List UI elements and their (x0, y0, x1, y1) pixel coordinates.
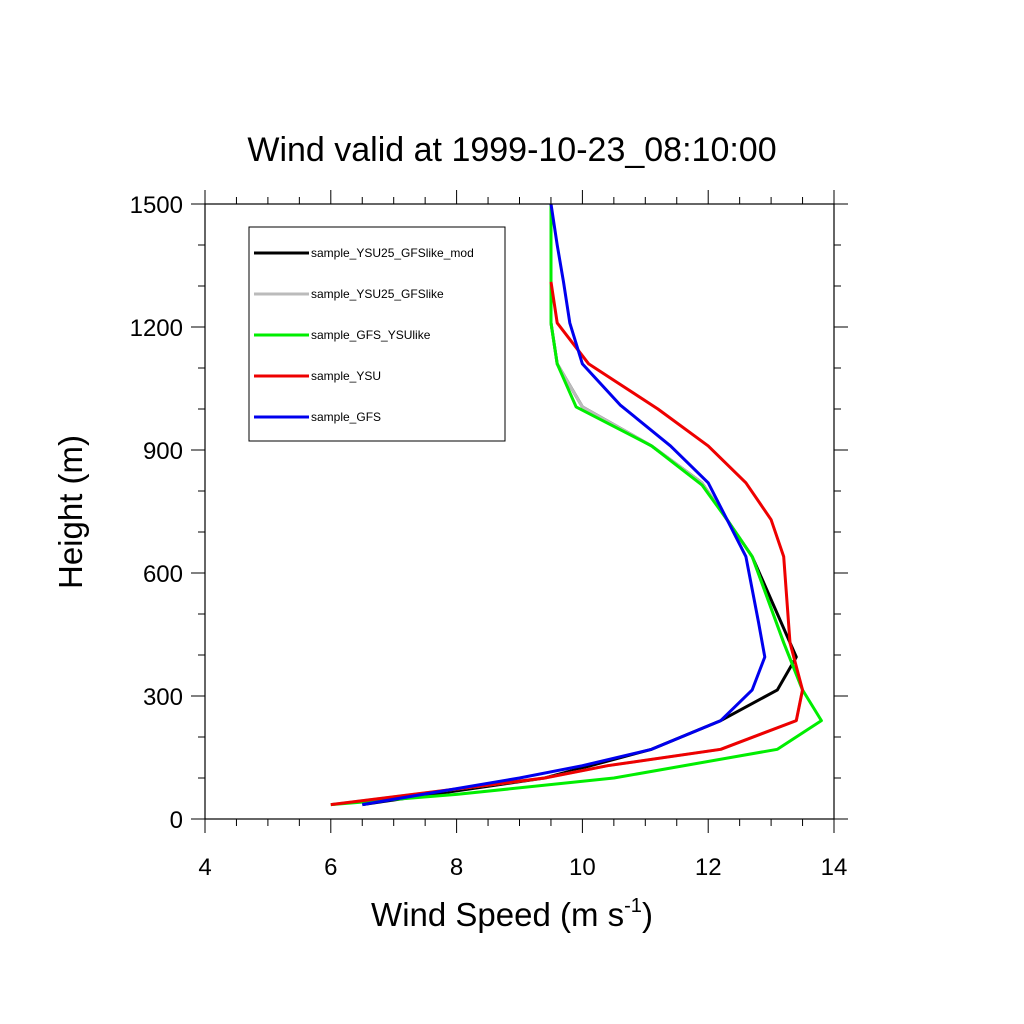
legend-label: sample_GFS_YSUlike (311, 328, 431, 342)
x-tick-label: 10 (569, 854, 596, 881)
series-line-4 (330, 281, 804, 807)
y-tick-label: 1200 (130, 315, 183, 342)
ticks (191, 190, 848, 833)
tick-labels: 4 6 8 10 12 14 0 300 600 900 1200 1500 (130, 192, 848, 881)
x-tick-label: 12 (695, 854, 722, 881)
x-tick-label: 6 (324, 854, 337, 881)
x-axis-label: Wind Speed (m s-1) (371, 895, 653, 933)
plot-lines (330, 203, 823, 807)
legend-label: sample_YSU25_GFSlike (311, 287, 444, 301)
y-tick-label: 600 (143, 561, 183, 588)
series-line-5 (362, 203, 767, 807)
y-tick-label: 300 (143, 684, 183, 711)
x-axis-label-main: Wind Speed (m s (371, 896, 624, 933)
x-tick-label: 8 (450, 854, 463, 881)
y-axis-label: Height (m) (52, 435, 89, 589)
legend-label: sample_YSU (311, 369, 381, 383)
chart-title: Wind valid at 1999-10-23_08:10:00 (247, 131, 776, 169)
x-axis-label-suffix: ) (642, 896, 653, 933)
x-tick-label: 4 (198, 854, 211, 881)
y-tick-label: 1500 (130, 192, 183, 219)
legend: sample_YSU25_GFSlike_mod sample_YSU25_GFS… (248, 226, 506, 442)
y-tick-label: 900 (143, 438, 183, 465)
x-axis-label-superscript: -1 (624, 895, 642, 917)
x-tick-label: 14 (821, 854, 848, 881)
y-tick-label: 0 (170, 807, 183, 834)
legend-label: sample_YSU25_GFSlike_mod (311, 246, 474, 260)
legend-label: sample_GFS (311, 410, 381, 424)
